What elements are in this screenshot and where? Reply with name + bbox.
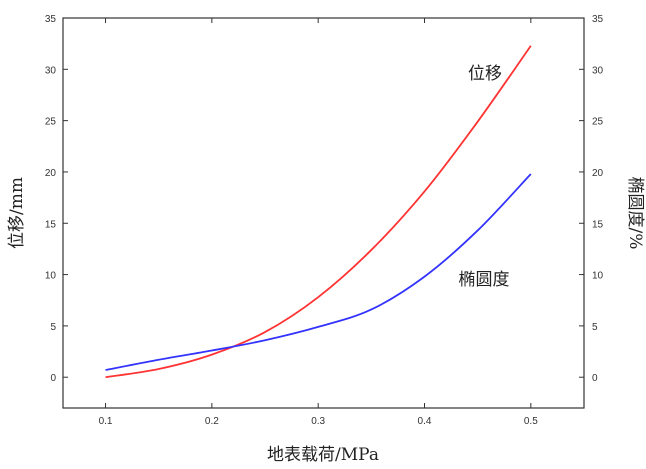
y-tick-label-left: 35 [45, 14, 57, 25]
y-tick-label-right: 25 [592, 117, 604, 128]
y-tick-label-left: 20 [45, 168, 57, 179]
y-tick-label-left: 30 [45, 65, 57, 76]
x-tick-label: 0.4 [418, 416, 432, 427]
y-tick-label-right: 10 [592, 271, 604, 282]
y-tick-label-left: 10 [45, 271, 57, 282]
y-axis-title-left: 位移/mm [7, 177, 27, 249]
y-tick-label-right: 20 [592, 168, 604, 179]
ticks-layer: 0.1 0.2 0.3 0.4 0.5 0 0 5 5 10 10 15 15 20 20 25 25 30 30 3… [45, 14, 604, 427]
series-line-displacement [105, 45, 532, 379]
y-tick-label-right: 0 [592, 373, 598, 384]
series-label-displacement: 位移 [468, 64, 502, 84]
plot-frame [62, 17, 585, 409]
y-tick-label-left: 0 [50, 373, 56, 384]
x-tick-label: 0.1 [99, 416, 113, 427]
series-layer [105, 45, 532, 379]
y-tick-label-right: 35 [592, 14, 604, 25]
y-tick-label-left: 25 [45, 117, 57, 128]
y-tick-label-right: 5 [592, 322, 598, 333]
x-tick-label: 0.5 [524, 416, 538, 427]
series-label-ovality: 椭圆度 [459, 270, 510, 290]
series-line-ovality [105, 173, 532, 371]
y-axis-title-right: 椭圆度/% [625, 177, 645, 250]
y-tick-label-right: 30 [592, 65, 604, 76]
x-tick-label: 0.2 [205, 416, 219, 427]
y-tick-label-left: 5 [50, 322, 56, 333]
y-tick-label-right: 15 [592, 219, 604, 230]
x-tick-label: 0.3 [311, 416, 325, 427]
x-axis-title: 地表载荷/MPa [267, 445, 379, 465]
y-tick-label-left: 15 [45, 219, 57, 230]
